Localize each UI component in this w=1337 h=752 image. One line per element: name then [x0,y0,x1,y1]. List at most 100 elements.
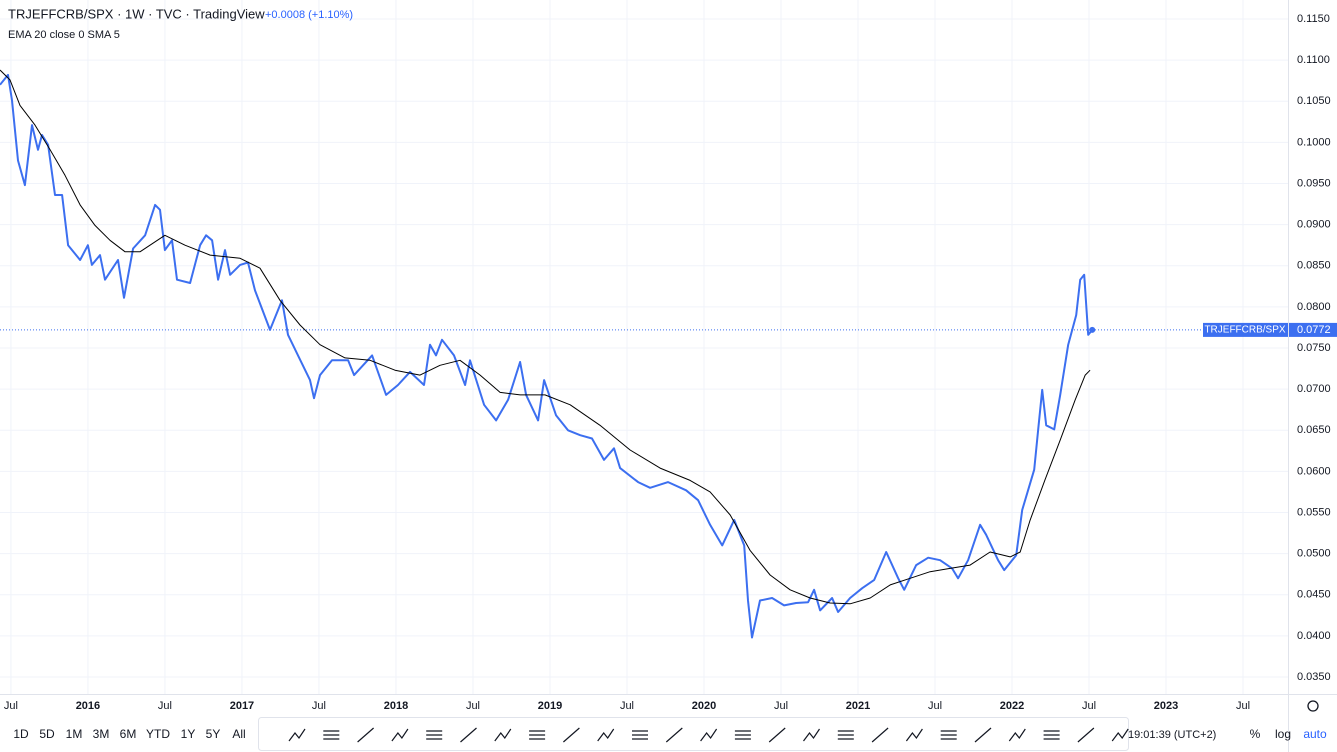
drawing-tool[interactable] [529,730,546,740]
tool-icon [1008,728,1026,742]
tool-icon [940,730,957,740]
y-tick-label: 0.0750 [1297,342,1331,354]
y-tick-label: 0.1150 [1297,13,1330,25]
tool-icon [665,727,683,743]
drawing-tool[interactable] [700,728,718,742]
tool-icon [734,730,751,740]
y-tick-label: 0.1050 [1297,95,1331,107]
range-button[interactable]: 1M [66,727,83,741]
drawing-tool[interactable] [563,727,580,743]
drawing-tool[interactable] [391,728,409,742]
range-button[interactable]: 1Y [181,727,196,741]
tool-icon [1077,727,1095,743]
y-tick-label: 0.0950 [1297,177,1331,189]
x-tick-label: 2020 [692,700,716,712]
drawing-toolbar [258,717,1129,751]
change: +0.0008 (+1.10%) [265,9,353,21]
range-button[interactable]: 1D [13,727,29,741]
drawing-tool[interactable] [1111,728,1129,742]
price-tag [1289,322,1337,337]
x-tick-label: Jul [158,700,172,712]
x-tick-label: 2023 [1154,700,1178,712]
drawing-tool[interactable] [597,728,615,742]
x-tick-label: 2017 [230,700,254,712]
range-button[interactable]: 5D [39,727,55,741]
range-button[interactable]: 5Y [206,727,221,741]
tool-icon [700,728,718,742]
y-tick-label: 0.0900 [1297,219,1331,231]
drawing-tool[interactable] [323,730,340,740]
drawing-tool[interactable] [1077,727,1095,743]
tool-icon [426,730,443,740]
x-tick-label: 2016 [76,700,100,712]
drawing-tool[interactable] [460,727,477,743]
y-tick-label: 0.0500 [1297,548,1331,560]
x-tick-label: Jul [620,700,634,712]
tool-icon [460,727,477,743]
drawing-tool[interactable] [940,730,957,740]
drawing-tool[interactable] [288,728,306,742]
settings-icon[interactable] [1307,700,1319,712]
range-button[interactable]: YTD [146,727,170,741]
x-tick-label: 2021 [846,700,870,712]
tool-icon [288,728,306,742]
range-button[interactable]: 6M [120,727,137,741]
drawing-tool[interactable] [494,728,512,742]
x-tick-label: 2019 [538,700,562,712]
drawing-tool[interactable] [871,727,889,743]
tool-icon [563,727,580,743]
price-tag-label: 0.0772 [1297,324,1331,336]
y-tick-label: 0.0600 [1297,465,1331,477]
indicator-legend: EMA 20 close 0 SMA 5 [8,29,120,41]
drawing-tool[interactable] [768,727,786,743]
x-tick-label: Jul [4,700,18,712]
x-tick-label: Jul [1236,700,1250,712]
drawing-tool[interactable] [905,728,923,742]
y-tick-label: 0.1100 [1297,54,1330,66]
tool-icon [597,728,615,742]
x-tick-label: Jul [774,700,788,712]
drawing-tool[interactable] [357,727,374,743]
range-button[interactable]: 3M [93,727,110,741]
tool-icon [803,728,820,742]
log-button[interactable]: log [1275,727,1291,741]
drawing-tool[interactable] [1008,728,1026,742]
y-tick-label: 0.0700 [1297,383,1331,395]
tool-icon [768,727,786,743]
tool-icon [837,730,854,740]
drawing-tool[interactable] [665,727,683,743]
drawing-tool[interactable] [837,730,854,740]
auto-button[interactable]: auto [1303,727,1327,741]
tool-icon [871,727,889,743]
series-line [0,69,1091,605]
y-tick-label: 0.0400 [1297,630,1331,642]
symbol-tag-label: TRJEFFCRB/SPX [1204,325,1285,336]
x-tick-label: Jul [312,700,326,712]
drawing-tool[interactable] [974,727,992,743]
y-tick-label: 0.0800 [1297,301,1331,313]
tool-icon [323,730,340,740]
tool-icon [494,728,512,742]
drawing-tool[interactable] [734,730,751,740]
tool-icon [357,727,374,743]
x-tick-label: Jul [1082,700,1096,712]
last-point [1089,326,1096,333]
percent-button[interactable]: % [1250,727,1261,741]
chart-title: TRJEFFCRB/SPX · 1W · TVC · TradingView [8,6,265,21]
tool-icon [1043,730,1060,740]
tool-icon [905,728,923,742]
drawing-tool[interactable] [426,730,443,740]
drawing-tool[interactable] [803,728,820,742]
y-tick-label: 0.0650 [1297,424,1331,436]
range-button[interactable]: All [232,727,245,741]
y-tick-label: 0.0350 [1297,671,1331,683]
x-tick-label: 2022 [1000,700,1024,712]
y-tick-label: 0.0550 [1297,506,1331,518]
tool-icon [391,728,409,742]
x-tick-label: Jul [466,700,480,712]
drawing-tool[interactable] [632,730,648,740]
drawing-tool[interactable] [1043,730,1060,740]
